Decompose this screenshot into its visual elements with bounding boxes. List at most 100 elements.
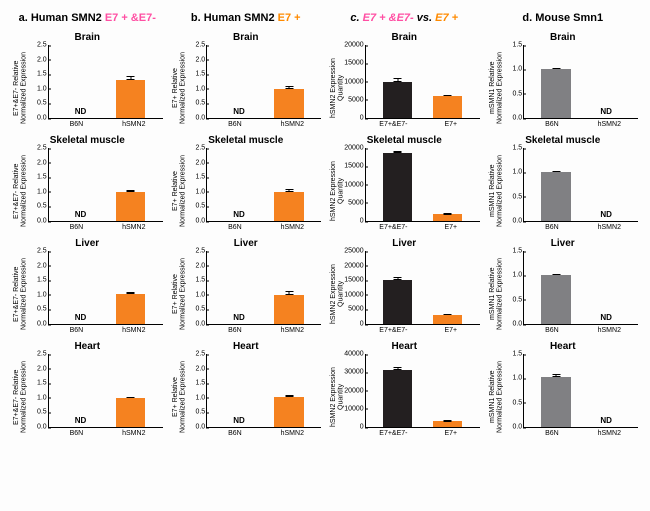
y-tick: 10000 xyxy=(344,291,364,298)
y-tick: 0.5 xyxy=(185,409,205,416)
y-tick: 20000 xyxy=(344,387,364,394)
x-tick-label: E7+&E7- xyxy=(365,327,422,337)
panel-b-heart: HeartE7+ Relative Normalized Expression0… xyxy=(171,341,322,440)
y-tick: 0 xyxy=(344,321,364,328)
y-tick: 20000 xyxy=(344,262,364,269)
x-tick-label: B6N xyxy=(206,430,263,440)
y-tick: 10000 xyxy=(344,405,364,412)
x-tick-label: hSMN2 xyxy=(581,224,638,234)
error-bar xyxy=(289,86,290,89)
axes: 0.00.51.01.52.02.5ND xyxy=(206,45,321,119)
x-tick-label: E7+&E7- xyxy=(365,430,422,440)
bar xyxy=(274,192,304,221)
plot-area: E7+&E7- Relative Normalized Expression0.… xyxy=(12,251,163,337)
y-tick: 1.0 xyxy=(502,66,522,73)
y-tick: 5000 xyxy=(344,199,364,206)
plot-area: E7+ Relative Normalized Expression0.00.5… xyxy=(171,251,322,337)
y-tick: 0.0 xyxy=(27,115,47,122)
nd-label: ND xyxy=(233,210,245,219)
axes: 0.00.51.01.5ND xyxy=(523,251,638,325)
plot-area: hSMN2 Expression Quantity050001000015000… xyxy=(329,148,480,234)
y-tick: 2.0 xyxy=(27,56,47,63)
x-tick-label: B6N xyxy=(523,121,580,131)
error-bar xyxy=(289,395,290,398)
y-tick: 0.5 xyxy=(27,203,47,210)
x-axis-labels: B6NhSMN2 xyxy=(523,119,638,131)
x-tick-label: B6N xyxy=(206,224,263,234)
plot-area: hSMN2 Expression Quantity050001000015000… xyxy=(329,251,480,337)
y-tick: 40000 xyxy=(344,351,364,358)
nd-label: ND xyxy=(233,416,245,425)
nd-label: ND xyxy=(75,313,87,322)
y-axis-label: E7+ Relative Normalized Expression xyxy=(171,148,187,234)
axes: 05000100001500020000 xyxy=(365,148,480,222)
x-axis-labels: B6NhSMN2 xyxy=(206,428,321,440)
error-bar xyxy=(447,95,448,96)
bar xyxy=(383,82,413,119)
x-axis-labels: B6NhSMN2 xyxy=(48,222,163,234)
y-tick: 2.0 xyxy=(27,159,47,166)
axes: 0.00.51.01.5ND xyxy=(523,148,638,222)
y-tick: 0.5 xyxy=(502,193,522,200)
nd-label: ND xyxy=(600,107,612,116)
y-tick: 2.5 xyxy=(27,42,47,49)
y-tick: 10000 xyxy=(344,78,364,85)
y-tick: 1.5 xyxy=(27,71,47,78)
y-tick: 0.0 xyxy=(185,321,205,328)
y-tick: 1.0 xyxy=(27,85,47,92)
y-tick: 1.0 xyxy=(27,291,47,298)
error-bar xyxy=(397,78,398,82)
error-bar xyxy=(289,291,290,295)
y-tick: 2.0 xyxy=(27,262,47,269)
y-tick: 20000 xyxy=(344,42,364,49)
y-tick: 0.5 xyxy=(185,203,205,210)
bar xyxy=(116,80,146,118)
nd-label: ND xyxy=(233,107,245,116)
y-tick: 2.5 xyxy=(185,145,205,152)
panel-a-liver: LiverE7+&E7- Relative Normalized Express… xyxy=(12,238,163,337)
column-header-a: a. Human SMN2 E7 + &E7- xyxy=(12,12,163,28)
x-axis-labels: B6NhSMN2 xyxy=(206,119,321,131)
y-tick: 1.5 xyxy=(185,277,205,284)
bar xyxy=(541,377,571,427)
axes: 0.00.51.01.52.02.5ND xyxy=(48,251,163,325)
bar xyxy=(116,192,146,221)
error-bar xyxy=(397,151,398,153)
y-tick: 0.5 xyxy=(185,100,205,107)
x-tick-label: B6N xyxy=(48,224,105,234)
bar xyxy=(541,275,571,324)
error-bar xyxy=(289,189,290,192)
bar xyxy=(433,315,463,324)
y-tick: 2.0 xyxy=(27,365,47,372)
plot-area: E7+ Relative Normalized Expression 0.00.5… xyxy=(171,148,322,234)
y-tick: 2.0 xyxy=(185,56,205,63)
y-tick: 0.0 xyxy=(502,115,522,122)
y-tick: 0 xyxy=(344,115,364,122)
axes: 0.00.51.01.52.02.5ND xyxy=(48,354,163,428)
x-tick-label: E7+&E7- xyxy=(365,121,422,131)
x-axis-labels: E7+&E7-E7+ xyxy=(365,119,480,131)
bar xyxy=(541,69,571,118)
y-tick: 1.0 xyxy=(185,291,205,298)
plot-area: E7+&E7- Relative Normalized Expression0.… xyxy=(12,45,163,131)
y-tick: 0.5 xyxy=(185,306,205,313)
nd-label: ND xyxy=(75,416,87,425)
nd-label: ND xyxy=(75,210,87,219)
error-bar xyxy=(397,277,398,281)
x-tick-label: B6N xyxy=(48,430,105,440)
plot-area: mSMN1 Relative Normalized Expression 0.00… xyxy=(488,251,639,337)
axes: 0.00.51.01.52.02.5ND xyxy=(206,148,321,222)
plot-area: mSMN1 Relative Normalized Expression0.00… xyxy=(488,354,639,440)
y-tick: 1.5 xyxy=(27,277,47,284)
y-tick: 0.5 xyxy=(27,306,47,313)
bar xyxy=(274,397,304,427)
y-axis-label: hSMN2 Expression Quantity xyxy=(329,251,345,337)
plot-area: hSMN2 Expression Quantity010000200003000… xyxy=(329,354,480,440)
y-axis-label: mSMN1 Relative Normalized Expression xyxy=(488,148,504,234)
y-axis-label: mSMN1 Relative Normalized Expression xyxy=(488,251,504,337)
x-axis-labels: E7+&E7-E7+ xyxy=(365,325,480,337)
plot-area: hSMN2 Expression Quantity050001000015000… xyxy=(329,45,480,131)
y-axis-label: E7+&E7- Relative Normalized Expression xyxy=(12,251,28,337)
bar xyxy=(433,214,463,221)
x-axis-labels: E7+&E7-E7+ xyxy=(365,428,480,440)
